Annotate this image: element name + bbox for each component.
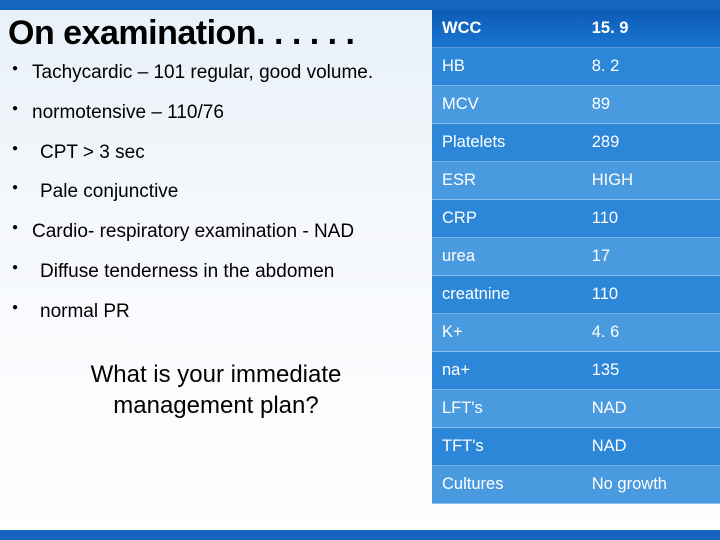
labs-table: WCC15. 9HB8. 2MCV89Platelets289ESRHIGHCR… <box>432 10 720 504</box>
labs-cell-value: 289 <box>582 124 720 162</box>
left-column: On examination. . . . . . Tachycardic – … <box>0 10 432 530</box>
labs-cell-value: 110 <box>582 200 720 238</box>
labs-cell-name: Cultures <box>432 466 582 504</box>
labs-cell-name: LFT's <box>432 390 582 428</box>
labs-row: creatnine110 <box>432 276 720 314</box>
labs-cell-name: HB <box>432 48 582 86</box>
bullet-list: Tachycardic – 101 regular, good volume. n… <box>8 61 424 339</box>
labs-cell-value: 17 <box>582 238 720 276</box>
labs-cell-name: K+ <box>432 314 582 352</box>
slide: On examination. . . . . . Tachycardic – … <box>0 0 720 540</box>
question-text: What is your immediate management plan? <box>8 359 424 421</box>
labs-row: CRP110 <box>432 200 720 238</box>
labs-cell-value: HIGH <box>582 162 720 200</box>
bullet-item: Diffuse tenderness in the abdomen <box>12 260 424 284</box>
right-column: WCC15. 9HB8. 2MCV89Platelets289ESRHIGHCR… <box>432 10 720 530</box>
labs-cell-name: creatnine <box>432 276 582 314</box>
labs-cell-name: na+ <box>432 352 582 390</box>
labs-cell-name: CRP <box>432 200 582 238</box>
labs-row: Platelets289 <box>432 124 720 162</box>
labs-cell-value: 89 <box>582 86 720 124</box>
labs-row: MCV89 <box>432 86 720 124</box>
bullet-item: Pale conjunctive <box>12 180 424 204</box>
labs-cell-value: 4. 6 <box>582 314 720 352</box>
labs-row: urea17 <box>432 238 720 276</box>
labs-header-value: 15. 9 <box>582 10 720 48</box>
labs-row: ESRHIGH <box>432 162 720 200</box>
bottom-accent-bar <box>0 530 720 540</box>
labs-row: na+135 <box>432 352 720 390</box>
labs-cell-name: TFT's <box>432 428 582 466</box>
labs-row: K+4. 6 <box>432 314 720 352</box>
bullet-item: normotensive – 110/76 <box>12 101 424 125</box>
content-area: On examination. . . . . . Tachycardic – … <box>0 10 720 530</box>
labs-header-name: WCC <box>432 10 582 48</box>
bullet-item: CPT > 3 sec <box>12 141 424 165</box>
labs-cell-value: NAD <box>582 390 720 428</box>
labs-cell-value: 135 <box>582 352 720 390</box>
bullet-item: Tachycardic – 101 regular, good volume. <box>12 61 424 85</box>
labs-row: HB8. 2 <box>432 48 720 86</box>
labs-cell-name: Platelets <box>432 124 582 162</box>
bullet-item: normal PR <box>12 300 424 324</box>
labs-cell-name: MCV <box>432 86 582 124</box>
labs-cell-value: NAD <box>582 428 720 466</box>
slide-title: On examination. . . . . . <box>8 14 424 53</box>
labs-cell-value: 110 <box>582 276 720 314</box>
labs-cell-name: urea <box>432 238 582 276</box>
labs-row: CulturesNo growth <box>432 466 720 504</box>
bullet-item: Cardio- respiratory examination - NAD <box>12 220 424 244</box>
labs-tbody: WCC15. 9HB8. 2MCV89Platelets289ESRHIGHCR… <box>432 10 720 504</box>
labs-cell-name: ESR <box>432 162 582 200</box>
labs-cell-value: No growth <box>582 466 720 504</box>
labs-header-row: WCC15. 9 <box>432 10 720 48</box>
labs-cell-value: 8. 2 <box>582 48 720 86</box>
labs-row: TFT'sNAD <box>432 428 720 466</box>
labs-row: LFT'sNAD <box>432 390 720 428</box>
top-accent-bar <box>0 0 720 10</box>
